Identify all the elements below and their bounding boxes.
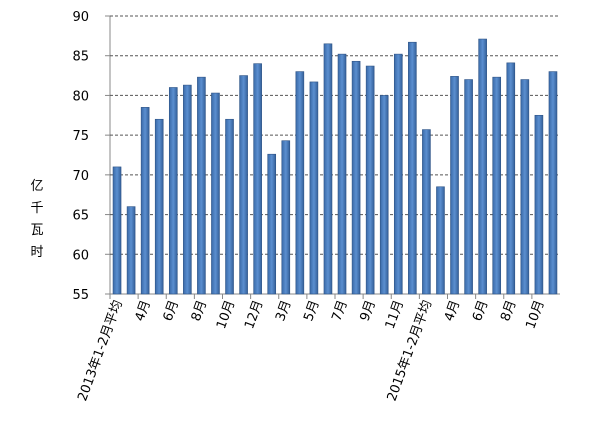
y-tick-label: 85 xyxy=(72,50,89,65)
x-tick-label: 4月 xyxy=(442,298,463,323)
bar xyxy=(140,107,150,295)
x-tick-label: 7月 xyxy=(329,298,350,323)
bar xyxy=(168,87,178,295)
bar xyxy=(323,43,333,295)
bar xyxy=(534,114,544,295)
x-tick-label: 4月 xyxy=(133,298,154,323)
y-axis-label: 亿千瓦时 xyxy=(30,179,43,260)
bar xyxy=(393,53,403,295)
x-tick-label: 8月 xyxy=(189,298,210,323)
y-tick-label: 90 xyxy=(72,10,89,25)
bar xyxy=(239,75,248,295)
bar xyxy=(281,140,291,295)
x-tick-label: 12月 xyxy=(242,298,266,331)
y-tick-label: 75 xyxy=(72,129,89,144)
bar xyxy=(337,53,347,295)
bar xyxy=(506,62,516,295)
bar xyxy=(126,206,136,295)
bar xyxy=(379,95,389,295)
bar xyxy=(464,79,473,295)
bar xyxy=(520,79,530,295)
y-tick-label: 80 xyxy=(72,89,89,104)
bar xyxy=(492,76,502,295)
y-tick-label: 70 xyxy=(72,169,89,184)
bar xyxy=(267,153,277,295)
bar xyxy=(351,60,361,295)
y-tick-label: 55 xyxy=(72,288,89,303)
bar xyxy=(295,71,305,295)
x-tick-label: 10月 xyxy=(214,298,238,331)
bar xyxy=(112,166,122,295)
bar xyxy=(225,118,234,295)
bar xyxy=(408,41,417,295)
bar xyxy=(253,63,262,295)
bar xyxy=(197,76,206,295)
x-tick-label: 10月 xyxy=(523,298,547,331)
x-tick-label: 8月 xyxy=(498,298,519,323)
bar xyxy=(450,76,459,295)
x-tick-label: 6月 xyxy=(470,298,491,323)
bar xyxy=(436,186,445,295)
bar xyxy=(211,92,220,295)
x-tick-label: 5月 xyxy=(301,298,322,323)
x-tick-label: 9月 xyxy=(358,298,379,323)
bar xyxy=(154,118,164,295)
x-tick-label: 6月 xyxy=(161,298,182,323)
y-tick-label: 60 xyxy=(72,248,89,263)
x-tick-label: 3月 xyxy=(273,298,294,323)
bar xyxy=(309,81,319,295)
x-tick-label: 2013年1-2月平均 xyxy=(75,298,125,403)
y-tick-label: 65 xyxy=(72,209,89,224)
x-tick-label: 11月 xyxy=(383,298,407,331)
bar xyxy=(183,84,192,295)
bar xyxy=(478,38,487,295)
bar xyxy=(422,129,431,295)
bar xyxy=(548,71,558,295)
bar xyxy=(365,65,375,295)
